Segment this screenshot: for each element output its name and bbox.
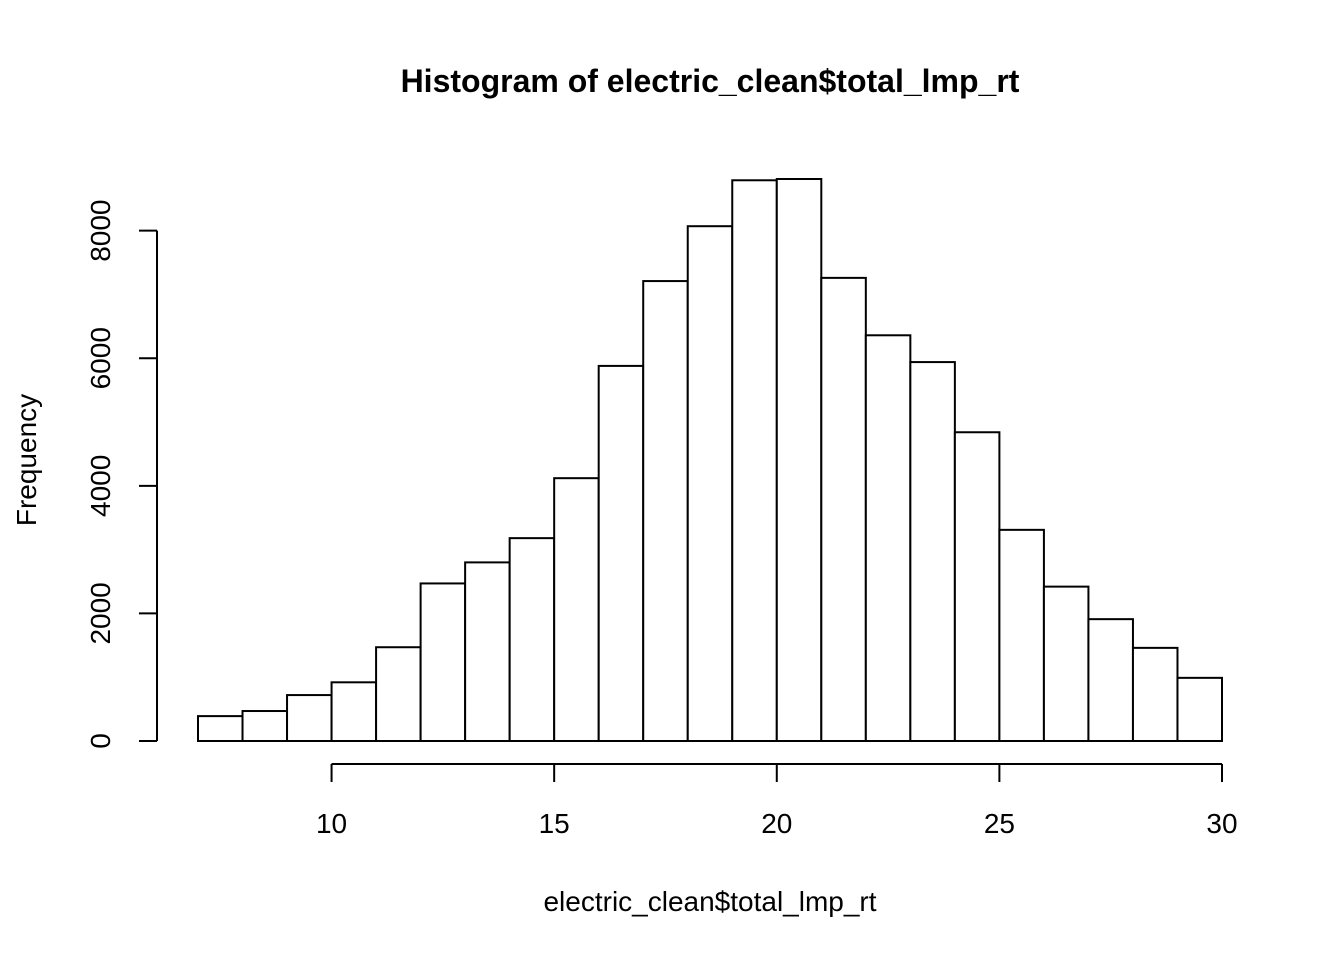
histogram-bar [909, 361, 956, 742]
histogram-bar [953, 431, 1001, 742]
x-tick-label: 30 [1206, 808, 1237, 839]
histogram-bar [330, 681, 378, 742]
x-axis-label: electric_clean$total_lmp_rt [543, 886, 876, 917]
y-axis: 0 2000 4000 6000 8000 [85, 200, 158, 749]
histogram-bar [241, 710, 289, 743]
y-tick-label: 2000 [85, 582, 116, 644]
histogram-bar [553, 477, 600, 742]
histogram-bar [597, 364, 645, 742]
histogram-bar [197, 715, 244, 743]
y-tick-label: 4000 [85, 455, 116, 517]
x-axis: 10 15 20 25 30 [316, 763, 1238, 839]
chart-title: Histogram of electric_clean$total_lmp_rt [401, 63, 1020, 99]
y-tick-label: 8000 [85, 200, 116, 262]
histogram-bar [1176, 676, 1224, 742]
y-tick-label: 6000 [85, 327, 116, 389]
histogram-bar [642, 280, 689, 742]
histogram-bar [1131, 646, 1179, 742]
histogram-bar [419, 582, 467, 742]
histogram-bar [731, 179, 778, 742]
x-tick-label: 25 [984, 808, 1015, 839]
histogram-bar [1042, 585, 1090, 742]
histogram-bar [820, 276, 867, 742]
x-tick-label: 15 [539, 808, 570, 839]
x-tick-label: 10 [316, 808, 347, 839]
histogram-bar [508, 537, 556, 743]
histogram-bar [375, 646, 422, 742]
histogram-bar [686, 225, 734, 742]
histogram-bar [464, 561, 511, 742]
histogram-bar [1087, 618, 1134, 743]
x-tick-label: 20 [761, 808, 792, 839]
histogram-bar [775, 178, 823, 742]
histogram-bars [197, 178, 1224, 743]
y-axis-label: Frequency [11, 394, 42, 526]
histogram-bar [998, 528, 1045, 743]
histogram-bar [864, 334, 912, 742]
y-tick-label: 0 [85, 733, 116, 749]
histogram-bar [286, 694, 333, 742]
